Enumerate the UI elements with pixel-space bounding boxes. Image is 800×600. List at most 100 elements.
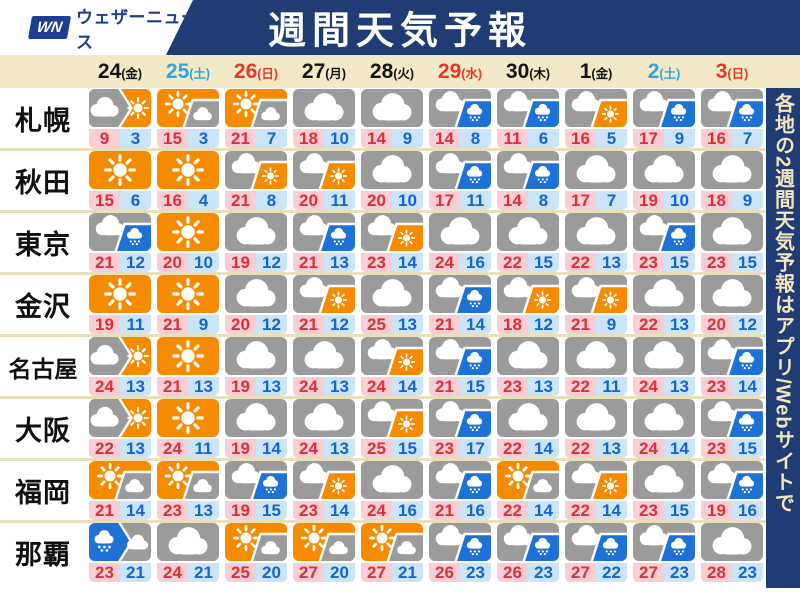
high-temp: 23 [361,253,392,272]
forecast-cell: 21 14 [89,461,151,520]
temperature-pair: 14 8 [429,128,491,148]
forecast-cell: 23 14 [293,461,355,520]
high-temp: 9 [89,128,120,148]
city-label: 札幌 [15,105,71,136]
high-temp: 24 [157,439,188,458]
high-temp: 23 [89,563,120,582]
high-temp: 19 [701,501,732,520]
sun-later-cloud-icon [293,523,355,561]
low-temp: 22 [596,563,627,582]
cloudy-icon [701,151,763,189]
high-temp: 22 [89,439,120,458]
temperature-pair: 27 20 [293,563,355,582]
cloud-later-rain-icon [429,151,491,189]
high-temp: 20 [225,315,256,334]
forecast-cell: 27 22 [565,523,627,582]
cloudy-icon [293,399,355,437]
date-header-28: 28 (火) [369,59,415,83]
table-row: 札幌 9 3 15 3 21 7 18 10 14 9 14 8 11 6 16 5 17 9 16 7 [0,88,766,148]
table-row: 福岡 21 14 23 13 19 15 23 14 24 16 21 16 22 14 22 14 23 15 19… [0,458,766,520]
low-temp: 21 [392,563,423,582]
temperature-pair: 21 13 [157,377,219,396]
temperature-pair: 22 11 [565,377,627,396]
low-temp: 11 [324,191,355,210]
cloud-later-sun-icon [565,88,627,127]
temperature-pair: 20 11 [293,191,355,210]
temperature-pair: 23 21 [89,563,151,582]
high-temp: 22 [497,439,528,458]
low-temp: 11 [460,191,491,210]
low-temp: 14 [120,501,151,520]
date-header-30: 30 (木) [505,59,551,83]
low-temp: 8 [528,191,559,210]
low-temp: 13 [120,439,151,458]
forecast-cell: 22 14 [497,399,559,458]
temperature-pair: 21 7 [225,128,287,148]
forecast-cell: 27 20 [293,523,355,582]
forecast-cell: 21 13 [157,337,219,396]
temperature-pair: 21 16 [429,501,491,520]
forecast-cell: 23 15 [701,213,763,272]
low-temp: 14 [528,439,559,458]
forecast-cell: 21 9 [157,275,219,334]
high-temp: 15 [157,128,188,148]
low-temp: 13 [256,377,287,396]
temperature-pair: 24 16 [361,501,423,520]
high-temp: 24 [89,377,120,396]
forecast-cell: 24 13 [293,399,355,458]
low-temp: 17 [460,439,491,458]
high-temp: 21 [157,315,188,334]
cloud-later-rain-icon [497,151,559,189]
forecast-cell: 28 23 [701,523,763,582]
temperature-pair: 11 6 [497,128,559,148]
temperature-pair: 14 9 [361,128,423,148]
high-temp: 22 [565,253,596,272]
low-temp: 13 [664,315,695,334]
sun-later-cloud-icon [361,523,423,561]
cloudy-icon [497,337,559,375]
temperature-pair: 17 7 [565,191,627,210]
high-temp: 23 [633,501,664,520]
temperature-pair: 22 13 [565,439,627,458]
high-temp: 21 [293,315,324,334]
cloudy-icon [701,275,763,313]
temperature-pair: 24 16 [429,253,491,272]
forecast-cell: 19 13 [225,337,287,396]
low-temp: 23 [732,563,763,582]
low-temp: 10 [392,191,423,210]
low-temp: 13 [324,253,355,272]
forecast-cell: 21 12 [293,275,355,334]
high-temp: 21 [429,377,460,396]
cloudy-icon [293,88,355,127]
forecast-cell: 18 10 [293,88,355,148]
temperature-pair: 25 15 [361,439,423,458]
high-temp: 22 [497,501,528,520]
low-temp: 12 [120,253,151,272]
low-temp: 14 [324,501,355,520]
high-temp: 16 [157,191,188,210]
forecast-cell: 23 15 [633,461,695,520]
temperature-pair: 19 16 [701,501,763,520]
temperature-pair: 22 13 [565,253,627,272]
forecast-cell: 24 13 [293,337,355,396]
low-temp: 14 [664,439,695,458]
temperature-pair: 23 14 [361,253,423,272]
forecast-cell: 19 10 [633,151,695,210]
city-label: 金沢 [15,292,71,322]
cloudy-icon [701,523,763,561]
low-temp: 9 [392,128,423,148]
low-temp: 12 [256,253,287,272]
temperature-pair: 21 12 [293,315,355,334]
temperature-pair: 23 15 [701,439,763,458]
date-header-29: 29 (水) [437,59,483,83]
side-banner-text: 各地の2週間天気予報はアプリ/Webサイトで [771,93,794,514]
high-temp: 23 [701,253,732,272]
cloud-later-sun-icon [497,275,559,313]
forecast-cell: 25 15 [361,399,423,458]
cloud-later-rain-icon [429,461,491,499]
wn-logo-icon: WN [27,16,72,39]
low-temp: 12 [256,315,287,334]
temperature-pair: 22 14 [497,501,559,520]
